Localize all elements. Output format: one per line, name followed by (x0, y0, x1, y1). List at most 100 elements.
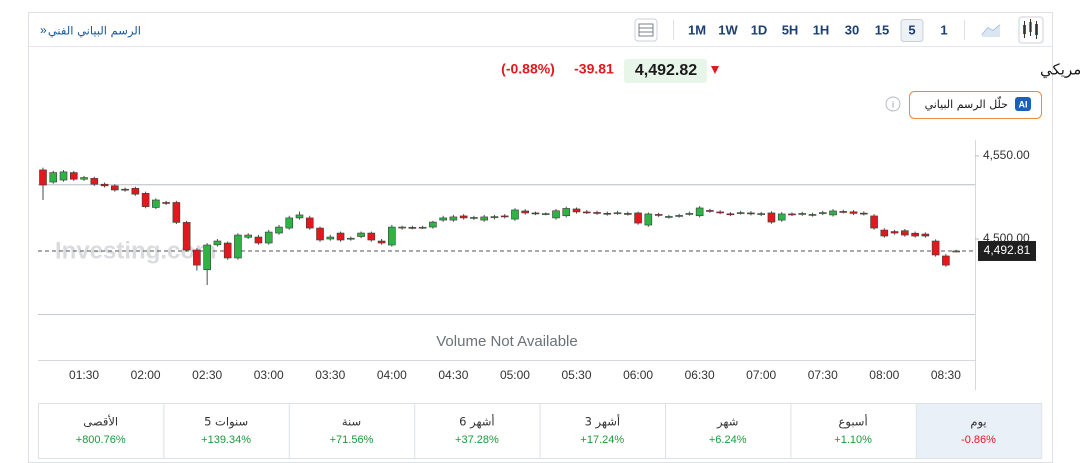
period-label[interactable]: سنة (342, 415, 361, 429)
period-change: -0.86% (961, 434, 996, 446)
candle-body (695, 207, 704, 217)
candle-body (880, 229, 889, 237)
ai-button-label[interactable]: حلّل الرسم البياني (925, 96, 1008, 111)
period-change: +37.28% (455, 434, 499, 446)
candle-body (921, 233, 930, 237)
link-arrow[interactable]: » (40, 23, 47, 37)
timeframe-button[interactable]: 1H (813, 22, 830, 37)
candle-body (808, 214, 817, 216)
down-arrow (711, 66, 719, 74)
ai-badge-bg (1015, 97, 1031, 111)
candle-body (193, 249, 201, 266)
period-label[interactable]: 5 سنوات (204, 415, 248, 430)
info-glyph: i (892, 99, 894, 109)
candle-body (295, 214, 304, 219)
candle-body (172, 202, 181, 223)
x-tick-label: 04:30 (438, 368, 468, 382)
period-label[interactable]: الأقصى (83, 415, 118, 429)
candle-body (541, 213, 550, 215)
timeframe-button[interactable]: 15 (875, 22, 889, 37)
current-price-tag (978, 240, 1036, 261)
line-chart-icon[interactable] (981, 24, 1001, 37)
candle-body (798, 213, 807, 215)
x-tick-label: 07:30 (808, 368, 838, 382)
candle-body (490, 216, 499, 219)
period-label[interactable]: 3 أشهر (585, 414, 620, 430)
timeframe-button[interactable]: 1D (751, 22, 768, 37)
period-label[interactable]: أسبوع (839, 414, 868, 430)
timeframe-button[interactable]: 30 (845, 22, 859, 37)
candle-body (675, 215, 683, 217)
candle-body (264, 231, 273, 244)
candle-body (213, 240, 222, 246)
candle-body (931, 240, 940, 256)
x-tick-label: 02:00 (131, 368, 161, 382)
timeframe-button[interactable]: 1M (688, 22, 706, 37)
candle-body (439, 217, 447, 221)
candle-body (203, 244, 211, 271)
price: 4,492.82 (635, 62, 697, 79)
timeframe-button[interactable]: 1 (940, 22, 947, 37)
candle-body (952, 250, 960, 253)
candle-body (767, 212, 776, 223)
candle-body (326, 236, 335, 240)
candle-body (654, 214, 663, 216)
candle-body (121, 188, 129, 191)
candle-body (736, 212, 745, 214)
timeframe-button[interactable]: 5H (782, 22, 799, 37)
period-change: +139.34% (201, 434, 251, 446)
candle-body (223, 242, 232, 259)
period-change: +17.24% (580, 434, 624, 446)
period-label[interactable]: 6 أشهر (459, 414, 494, 430)
candle-body (49, 172, 58, 183)
price-highlight (624, 59, 707, 83)
timeframes: 1M 1W 1D 5H 1H 30 15 5 1 (688, 19, 948, 42)
candle-body (429, 221, 437, 228)
candle-body (305, 217, 314, 229)
candle-body (603, 212, 612, 215)
timeframe-button[interactable]: 5 (908, 22, 915, 37)
x-tick-label: 01:30 (69, 368, 99, 382)
candle-body (90, 178, 99, 185)
candle-body (829, 210, 837, 216)
candle-body (131, 188, 140, 195)
period-label[interactable]: يوم (970, 415, 986, 430)
card (28, 12, 1053, 463)
selected-cell (916, 404, 1042, 458)
y-tick-label: 4,550.00 (983, 148, 1030, 162)
period-label[interactable]: شهر (716, 415, 738, 430)
x-tick-label: 08:30 (931, 368, 961, 382)
candle-body (624, 213, 632, 215)
candle-body (500, 215, 509, 218)
candle-body (470, 217, 478, 219)
candle-body (747, 212, 755, 215)
candle-body (552, 210, 560, 219)
candle-body (942, 255, 950, 266)
candle-body (346, 237, 355, 240)
performance-table: يوم -0.86% أسبوع +1.10% شهر +6.24% 3 أشهر +17.2… (38, 403, 1043, 459)
candle-body (357, 232, 365, 237)
ai-button[interactable] (909, 91, 1042, 119)
candle-body (870, 215, 878, 229)
info-icon[interactable] (885, 96, 901, 112)
x-tick-label: 03:30 (315, 368, 345, 382)
candle-body (152, 199, 160, 208)
technical-chart-link[interactable]: الرسم البياني الفني (48, 24, 141, 39)
candle-body (634, 212, 642, 224)
price-change-percent: (-0.88%) (501, 61, 555, 77)
table-icon[interactable] (634, 18, 658, 42)
x-tick-label: 06:00 (623, 368, 653, 382)
candle-body (716, 211, 724, 214)
timeframe-button[interactable]: 1W (718, 22, 738, 37)
candle-body (234, 234, 242, 259)
candle-body (408, 227, 417, 229)
candle-body (59, 171, 68, 181)
candle-body (182, 222, 191, 251)
candle-chart-icon[interactable] (1018, 16, 1044, 44)
period-change: +6.24% (709, 434, 747, 446)
current-price-label: 4,492.81 (984, 243, 1031, 257)
x-tick-label: 04:00 (377, 368, 407, 382)
candle-body (111, 185, 119, 191)
